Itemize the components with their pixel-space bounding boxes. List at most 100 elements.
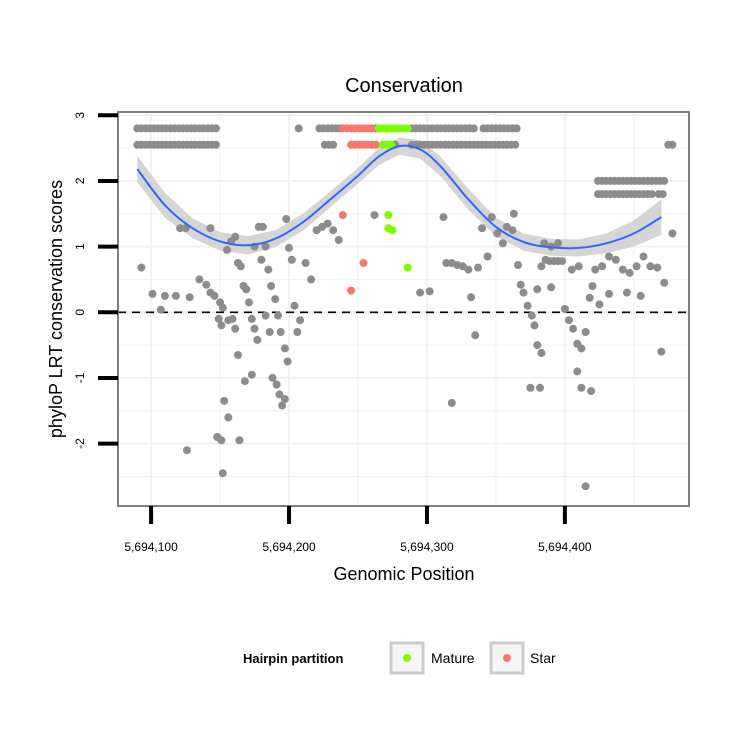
point-other (278, 401, 287, 410)
point-other (247, 370, 256, 379)
legend-label-star: Star (530, 650, 556, 666)
point-other (581, 482, 590, 491)
point-other (574, 262, 583, 271)
point-star (338, 211, 347, 220)
point-other (605, 289, 613, 298)
point-other (148, 289, 157, 298)
point-other (573, 367, 582, 376)
point-other (527, 311, 536, 320)
point-other (206, 224, 215, 233)
point-other (268, 373, 277, 382)
point-star (347, 286, 356, 295)
point-other (211, 124, 220, 133)
point-other (220, 396, 229, 405)
point-other (334, 236, 343, 244)
confidence-band (137, 137, 662, 257)
point-other (439, 213, 448, 222)
x-axis-title: Genomic Position (333, 564, 474, 584)
point-other (509, 209, 518, 218)
y-tick-label: -2 (73, 438, 87, 449)
point-other (471, 331, 480, 340)
point-other (653, 263, 662, 272)
point-other (536, 383, 544, 392)
point-other (577, 383, 586, 392)
y-tick-label: 3 (73, 112, 87, 119)
point-star (371, 140, 380, 149)
point-other (660, 176, 669, 185)
point-other (442, 259, 451, 267)
point-other (469, 124, 478, 133)
x-tick-label: 5,694,100 (124, 540, 178, 554)
point-other (307, 275, 316, 284)
point-other (605, 252, 613, 261)
point-other (493, 229, 502, 238)
point-other (519, 288, 528, 297)
point-other (282, 215, 291, 223)
y-tick-label: 1 (73, 243, 87, 250)
point-other (228, 314, 237, 323)
point-other (639, 252, 648, 261)
point-other (487, 213, 496, 222)
point-other (512, 124, 521, 133)
point-other (516, 280, 525, 289)
point-other (214, 314, 223, 323)
point-other (160, 291, 169, 300)
point-star (359, 259, 368, 267)
grid-lines (118, 112, 689, 506)
point-other (668, 140, 677, 149)
point-other (478, 224, 487, 233)
point-other (416, 288, 425, 297)
x-tick-label: 5,694,400 (538, 540, 592, 554)
point-mature (403, 124, 412, 133)
legend-title: Hairpin partition (243, 651, 343, 666)
point-other (285, 243, 293, 252)
point-other (156, 305, 165, 314)
point-other (276, 328, 285, 336)
point-other (591, 265, 600, 274)
point-other (171, 291, 180, 300)
y-tick-label: 2 (73, 177, 87, 184)
point-other (370, 211, 379, 220)
point-other (558, 257, 567, 266)
point-mature (384, 211, 393, 220)
plot-frame (117, 111, 690, 507)
point-other (537, 262, 546, 271)
point-other (218, 303, 227, 312)
point-other (235, 436, 244, 445)
legend: Hairpin partition Mature Star (243, 641, 556, 675)
point-other (234, 351, 242, 359)
point-other (625, 268, 634, 277)
point-other (560, 305, 569, 313)
point-other (323, 219, 332, 228)
point-other (577, 344, 586, 353)
point-other (569, 324, 578, 333)
point-other (224, 413, 233, 422)
data-points (133, 124, 677, 491)
point-other (447, 398, 456, 407)
point-other (181, 224, 190, 233)
point-mature (403, 263, 412, 272)
point-other (464, 265, 473, 274)
point-other (274, 311, 282, 320)
point-other (183, 446, 191, 455)
legend-label-mature: Mature (431, 650, 475, 666)
point-other (245, 298, 253, 307)
point-other (498, 239, 507, 248)
point-other (632, 262, 641, 271)
point-other (657, 347, 666, 356)
point-other (261, 311, 270, 320)
point-other (236, 262, 245, 271)
point-other (242, 285, 251, 294)
x-axis: 5,694,100 5,694,200 5,694,300 5,694,400 (124, 506, 592, 554)
point-other (581, 328, 590, 336)
point-other (508, 226, 517, 235)
point-other (474, 263, 482, 272)
point-other (283, 357, 292, 366)
point-other (425, 287, 434, 296)
point-other (265, 328, 274, 336)
point-other (533, 285, 542, 294)
smooth-trend-line (136, 144, 662, 250)
point-other (258, 222, 267, 231)
point-other (137, 263, 146, 272)
